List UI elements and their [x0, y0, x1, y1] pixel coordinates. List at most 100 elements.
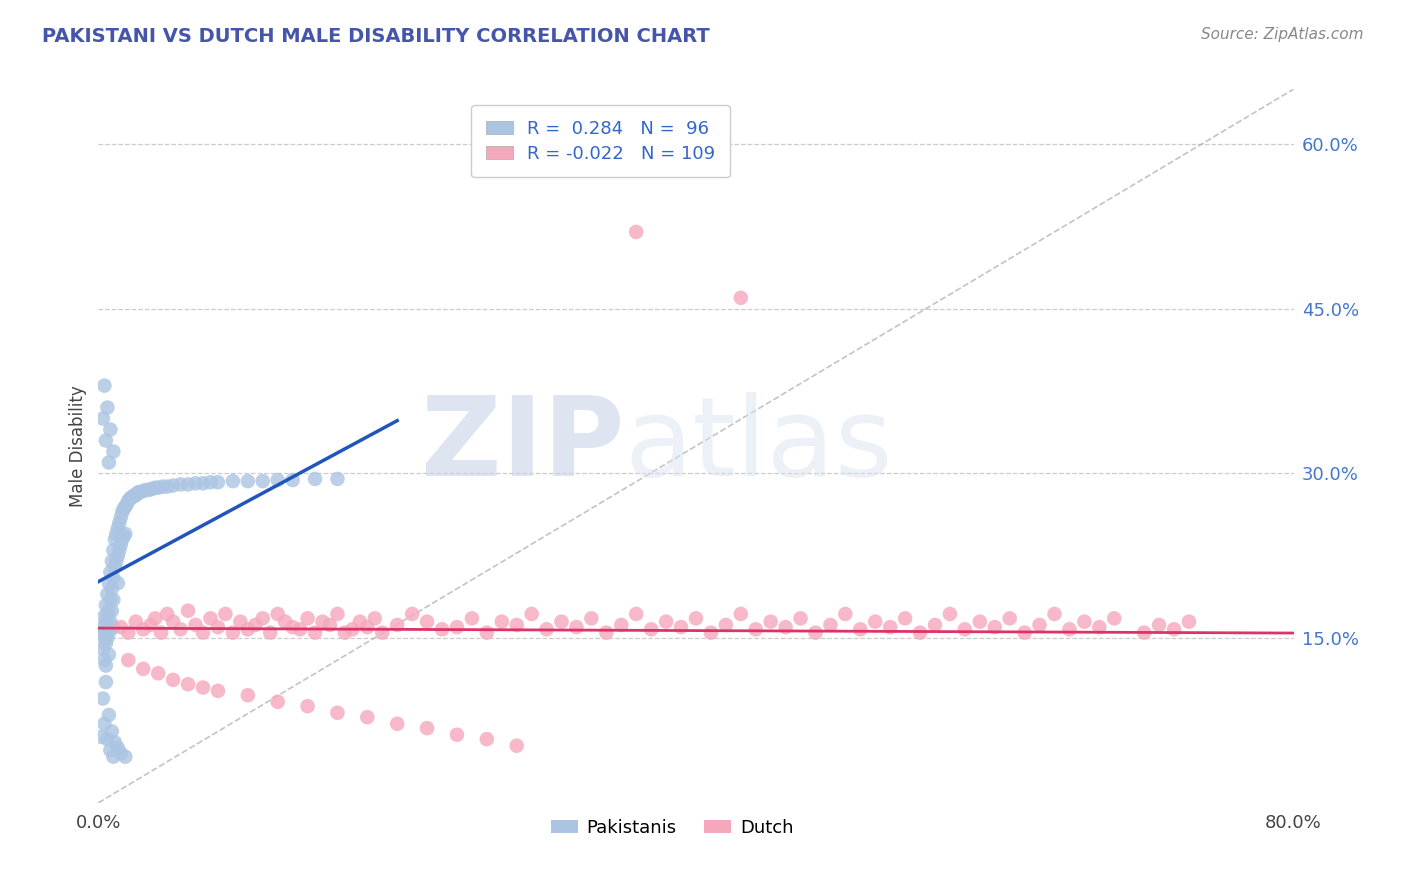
Point	[430, 623, 453, 637]
Point	[108, 543, 131, 558]
Point	[908, 625, 931, 640]
Point	[1043, 607, 1066, 621]
Point	[103, 543, 125, 558]
Point	[581, 611, 603, 625]
Point	[114, 749, 136, 764]
Text: ZIP: ZIP	[420, 392, 624, 500]
Point	[446, 620, 468, 634]
Point	[91, 691, 114, 706]
Point	[1133, 625, 1156, 640]
Point	[446, 728, 468, 742]
Point	[745, 623, 768, 637]
Point	[281, 620, 304, 634]
Point	[103, 749, 125, 764]
Point	[91, 411, 114, 425]
Point	[1014, 625, 1036, 640]
Point	[640, 623, 662, 637]
Point	[1059, 623, 1081, 637]
Point	[91, 620, 114, 634]
Point	[177, 477, 200, 491]
Point	[156, 480, 179, 494]
Point	[93, 609, 115, 624]
Point	[135, 483, 157, 497]
Point	[191, 476, 214, 491]
Point	[759, 615, 782, 629]
Point	[491, 615, 513, 629]
Point	[550, 615, 572, 629]
Point	[326, 607, 349, 621]
Point	[184, 618, 207, 632]
Point	[267, 695, 290, 709]
Point	[93, 378, 115, 392]
Point	[177, 604, 200, 618]
Point	[700, 625, 723, 640]
Point	[169, 623, 191, 637]
Point	[565, 620, 588, 634]
Point	[162, 615, 184, 629]
Point	[96, 631, 118, 645]
Point	[288, 623, 311, 637]
Point	[685, 611, 707, 625]
Point	[120, 491, 142, 505]
Point	[984, 620, 1007, 634]
Point	[200, 611, 222, 625]
Text: atlas: atlas	[624, 392, 893, 500]
Point	[834, 607, 856, 621]
Point	[267, 607, 290, 621]
Point	[143, 481, 166, 495]
Point	[953, 623, 976, 637]
Point	[1073, 615, 1095, 629]
Point	[101, 582, 124, 596]
Point	[110, 747, 132, 761]
Point	[90, 730, 112, 744]
Point	[94, 637, 117, 651]
Point	[162, 478, 184, 492]
Point	[108, 516, 131, 530]
Point	[207, 620, 229, 634]
Point	[924, 618, 946, 632]
Point	[107, 576, 129, 591]
Point	[94, 434, 117, 448]
Point	[98, 592, 122, 607]
Point	[132, 623, 155, 637]
Point	[112, 529, 135, 543]
Point	[110, 538, 132, 552]
Point	[326, 472, 349, 486]
Point	[97, 576, 120, 591]
Point	[125, 488, 148, 502]
Point	[304, 625, 326, 640]
Point	[150, 625, 173, 640]
Point	[342, 623, 364, 637]
Point	[1104, 611, 1126, 625]
Point	[475, 732, 498, 747]
Point	[128, 485, 150, 500]
Point	[101, 724, 124, 739]
Point	[98, 423, 122, 437]
Point	[93, 653, 115, 667]
Legend: Pakistanis, Dutch: Pakistanis, Dutch	[543, 812, 801, 844]
Point	[191, 681, 214, 695]
Point	[93, 716, 115, 731]
Point	[103, 592, 125, 607]
Point	[536, 623, 558, 637]
Point	[267, 473, 290, 487]
Point	[105, 526, 128, 541]
Point	[626, 607, 648, 621]
Point	[304, 472, 326, 486]
Point	[236, 474, 259, 488]
Point	[96, 401, 118, 415]
Point	[1147, 618, 1170, 632]
Point	[97, 625, 120, 640]
Point	[97, 604, 120, 618]
Point	[169, 477, 191, 491]
Point	[117, 653, 139, 667]
Point	[97, 455, 120, 469]
Point	[998, 611, 1021, 625]
Point	[117, 625, 139, 640]
Point	[96, 587, 118, 601]
Point	[96, 732, 118, 747]
Point	[820, 618, 842, 632]
Point	[127, 486, 149, 500]
Point	[97, 708, 120, 723]
Point	[655, 615, 678, 629]
